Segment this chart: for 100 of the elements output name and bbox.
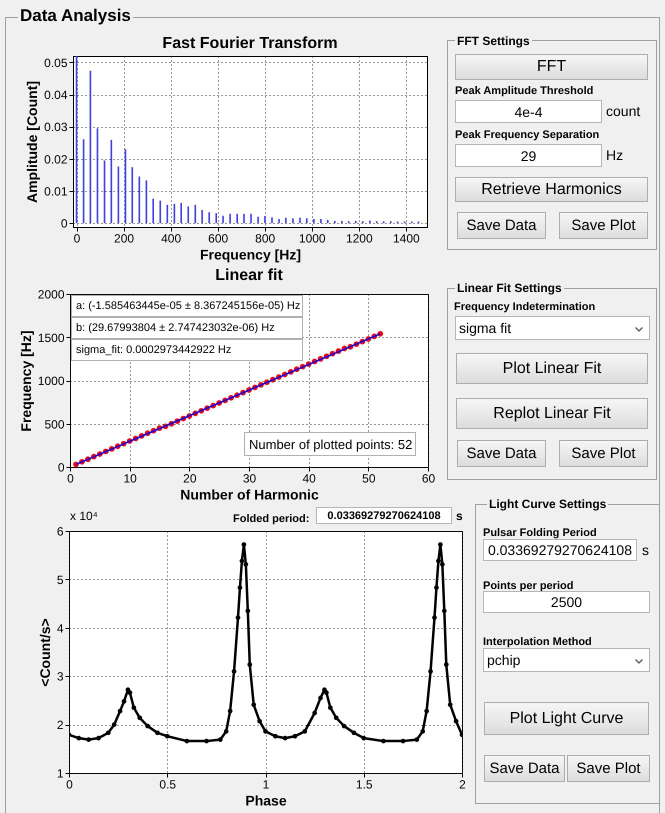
button: Save Plot	[559, 212, 648, 239]
x-tick-label: 600	[208, 232, 228, 246]
x-tick-label: 1000	[298, 232, 326, 246]
x-tick-label: 40	[302, 472, 316, 486]
text-field: 2500	[483, 591, 650, 613]
point	[257, 718, 262, 724]
x-axis-title: Frequency [Hz]	[200, 246, 302, 262]
point	[432, 615, 437, 620]
x-tick-label: 2	[459, 778, 466, 792]
point	[132, 705, 136, 710]
x-tick-label: 800	[255, 232, 276, 246]
text: x 10⁴	[70, 509, 98, 523]
point	[442, 608, 447, 614]
point	[420, 729, 426, 734]
x-tick-label: 1.5	[356, 778, 373, 792]
point	[145, 724, 150, 728]
point	[236, 615, 240, 620]
text-field: 0.03369279270624108	[316, 507, 452, 524]
point	[454, 718, 458, 724]
point	[400, 738, 406, 744]
text-box: Number of plotted points: 52	[244, 432, 416, 456]
point	[282, 736, 288, 740]
text: Peak Amplitude Threshold	[455, 85, 594, 97]
point	[312, 710, 317, 716]
x-tick-label: 60	[422, 472, 436, 486]
dropdown: pchip	[483, 648, 650, 672]
point	[96, 736, 101, 740]
point	[438, 542, 443, 547]
text-field: 29	[455, 144, 602, 167]
point	[128, 690, 132, 695]
text: Pulsar Folding Period	[483, 527, 597, 539]
point	[302, 729, 308, 734]
x-axis-title: Phase	[245, 792, 287, 808]
point	[361, 736, 366, 740]
point	[76, 736, 82, 740]
button: Save Data	[484, 755, 565, 782]
button: Save Plot	[567, 755, 650, 782]
text: Hz	[606, 147, 624, 163]
point	[218, 737, 223, 742]
x-axis-title: Number of Harmonic	[180, 486, 319, 502]
point	[381, 738, 386, 744]
point	[232, 669, 236, 674]
button: Plot Light Curve	[484, 702, 649, 735]
y-tick-label: 0	[58, 460, 65, 474]
y-tick-label: 0.04	[44, 88, 68, 102]
text: s	[642, 542, 649, 558]
y-tick-label: 0.01	[44, 184, 68, 198]
point	[292, 734, 298, 739]
text: Frequency Indetermination	[454, 301, 596, 313]
point	[244, 562, 248, 567]
point	[436, 558, 441, 564]
point	[204, 738, 209, 744]
x-tick-label: 20	[183, 472, 197, 486]
text: Folded period:	[233, 513, 310, 525]
button: Replot Linear Fit	[456, 398, 648, 429]
text: Light Curve Settings	[487, 497, 608, 511]
text-box: b: (29.67993804 ± 2.747423032e-06) Hz	[71, 317, 303, 339]
point	[228, 708, 232, 714]
text-field: 0.03369279270624108	[483, 539, 637, 561]
point	[247, 662, 252, 667]
point	[448, 702, 453, 708]
y-tick-label: 500	[44, 417, 65, 432]
point	[263, 729, 268, 734]
point	[272, 734, 278, 739]
x-tick-label: 1	[262, 778, 270, 792]
point	[137, 715, 142, 720]
point	[440, 562, 445, 567]
y-tick-label: 3	[56, 670, 64, 684]
text: s	[456, 509, 463, 523]
point	[184, 738, 190, 744]
button: Plot Linear Fit	[456, 353, 648, 384]
y-tick-label: 0.02	[44, 152, 68, 166]
point	[414, 737, 420, 742]
y-axis-title: <Count/s>	[36, 618, 53, 687]
x-tick-label: 1200	[346, 232, 373, 246]
text: Interpolation Method	[483, 636, 592, 648]
point	[122, 699, 126, 704]
text-field: 4e-4	[455, 100, 602, 123]
text: Linear Fit Settings	[455, 281, 564, 295]
point	[164, 734, 170, 739]
point	[245, 608, 250, 614]
y-tick-label: 4	[56, 621, 64, 636]
point	[318, 696, 323, 700]
x-tick-label: 400	[161, 232, 182, 246]
y-axis-title: Amplitude [Count]	[24, 80, 40, 204]
text-box: a: (-1.585463445e-05 ± 8.367245156e-05) Hz	[71, 295, 303, 317]
y-tick-label: 0.03	[44, 120, 68, 134]
point	[434, 585, 439, 590]
point	[106, 730, 111, 736]
text: FFT Settings	[455, 34, 532, 48]
button: Save Data	[457, 440, 546, 467]
y-tick-label: 0.05	[44, 56, 68, 70]
point	[155, 730, 160, 736]
button: Retrieve Harmonics	[455, 177, 648, 202]
text: Data Analysis	[18, 6, 133, 26]
point	[240, 558, 244, 564]
point	[224, 729, 229, 734]
text: Points per period	[483, 580, 574, 592]
y-tick-label: 5	[56, 572, 64, 587]
x-tick-label: 0.5	[159, 778, 176, 792]
